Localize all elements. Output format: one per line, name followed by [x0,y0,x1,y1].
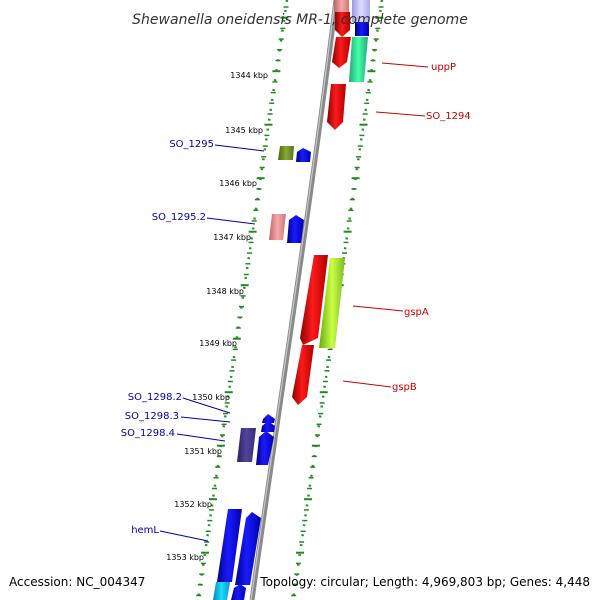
gene-SO_1298_4-slate[interactable] [237,428,256,462]
gene-gsp-area [292,255,345,405]
label-leaders [159,62,429,542]
left-guide-line [196,0,289,600]
accession-text: Accession: NC_004347 [9,575,146,589]
scale-label: 1347 kbp [213,233,251,242]
label-gspA[interactable]: gspA [404,307,429,318]
label-SO_1295[interactable]: SO_1295 [169,139,214,150]
gene-SO_1294[interactable] [327,84,346,130]
topology-text: Topology: circular; Length: 4,969,803 bp… [260,575,590,589]
gene-gspA[interactable] [300,255,328,345]
gene-cyan-bottom[interactable] [213,582,230,600]
gene-SO_1295[interactable] [278,146,294,160]
gene-blue-2[interactable] [287,215,304,243]
gene-SO_1298_3[interactable] [261,421,275,432]
label-hemL[interactable]: hemL [131,525,159,536]
scale-labels: 1344 kbp 1345 kbp 1346 kbp 1347 kbp 1348… [166,71,268,562]
gene-red-top[interactable] [335,12,350,37]
gene-SO_1298_2[interactable] [262,414,275,423]
gene-gspB[interactable] [292,345,314,405]
gene-SO_1298_4[interactable] [256,431,274,465]
label-SO_1294[interactable]: SO_1294 [426,111,471,122]
gene-blue-bottom[interactable] [231,584,246,600]
gene-lav-top[interactable] [352,0,370,22]
scale-label: 1349 kbp [199,339,237,348]
gene-blue-top[interactable] [355,22,369,36]
gene-lime[interactable] [319,258,345,348]
scale-label: 1350 kbp [192,393,230,402]
label-SO_1298-4[interactable]: SO_1298.4 [121,428,175,439]
gene-hemL[interactable] [235,512,261,585]
gene-uppP-area [327,0,370,130]
gene-red-mid[interactable] [332,37,351,68]
map-title: Shewanella oneidensis MR-1, complete gen… [132,12,468,28]
scale-label: 1344 kbp [230,71,268,80]
label-SO_1298-2[interactable]: SO_1298.2 [128,392,182,403]
label-uppP[interactable]: uppP [431,62,456,73]
label-gspB[interactable]: gspB [392,382,417,393]
gene-labels: uppP SO_1294 gspA gspB SO_1295 SO_1295.2… [121,62,471,536]
genome-backbone-highlight [250,0,336,600]
forward-genes [213,146,311,600]
gene-SO_1295_2[interactable] [269,214,286,240]
scale-label: 1346 kbp [219,179,257,188]
scale-label: 1351 kbp [184,447,222,456]
scale-label: 1348 kbp [206,287,244,296]
genome-backbone [249,0,339,600]
label-SO_1298-3[interactable]: SO_1298.3 [125,411,179,422]
gene-uppP[interactable] [349,37,368,82]
scale-label: 1353 kbp [166,553,204,562]
gene-hemL-left[interactable] [217,509,242,582]
label-SO_1295-2[interactable]: SO_1295.2 [152,212,206,223]
left-scale-ticks [196,6,289,597]
gene-small-blue-1[interactable] [296,148,311,162]
right-guide-line [291,0,384,600]
scale-label: 1352 kbp [174,500,212,509]
scale-label: 1345 kbp [225,126,263,135]
